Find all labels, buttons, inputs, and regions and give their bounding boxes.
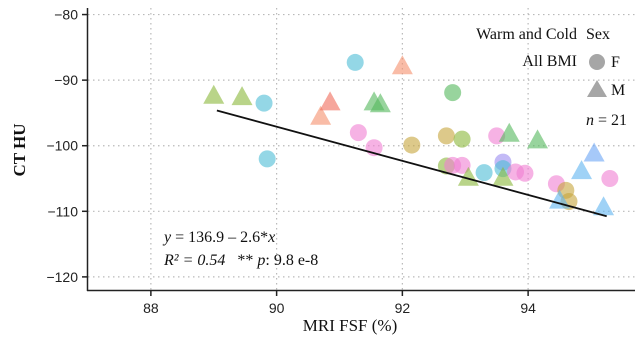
- data-points: [203, 53, 619, 216]
- n-var: n: [586, 112, 594, 129]
- point-male: [319, 91, 341, 111]
- point-female: [601, 170, 619, 188]
- x-tick-label: 92: [395, 300, 411, 316]
- regression-equation: y = 136.9 – 2.6*x: [162, 229, 275, 246]
- point-male: [203, 84, 225, 104]
- point-male: [369, 93, 391, 113]
- y-axis-label: CT HU: [10, 123, 29, 176]
- legend-triangle-marker: [587, 80, 607, 97]
- point-female: [453, 156, 471, 174]
- point-female: [475, 164, 493, 182]
- eq-rest: = 136.9 – 2.6*: [171, 229, 268, 246]
- r2-text: R² = 0.54: [163, 252, 225, 269]
- point-male: [571, 160, 593, 180]
- ticks: 88 90 92 94 −80 −90 −100 −110 −120: [46, 7, 536, 316]
- point-male: [310, 105, 332, 125]
- legend-circle-marker: [589, 54, 605, 70]
- eq-var-x: x: [267, 229, 275, 246]
- y-tick-label: −80: [54, 7, 78, 23]
- point-female: [437, 127, 455, 145]
- legend-label-m: M: [611, 82, 625, 99]
- n-annotation: n = 21: [586, 112, 627, 129]
- x-tick-label: 94: [520, 300, 536, 316]
- regression-line: [216, 109, 607, 218]
- group-label-line1: Warm and Cold: [476, 26, 577, 43]
- point-female: [453, 130, 471, 148]
- n-value: = 21: [594, 112, 627, 129]
- point-male: [498, 122, 520, 142]
- point-female: [403, 136, 421, 154]
- point-female: [349, 124, 367, 142]
- x-tick-label: 90: [269, 300, 285, 316]
- point-female: [255, 94, 273, 112]
- y-tick-label: −90: [54, 72, 78, 88]
- r2-p-annotation: R² = 0.54 ** p: 9.8 e-8: [163, 252, 318, 269]
- point-female: [346, 53, 364, 71]
- point-male: [527, 129, 549, 149]
- point-male: [492, 166, 514, 186]
- point-female: [444, 84, 462, 102]
- legend-title: Sex: [586, 26, 610, 43]
- p-stars: **: [225, 252, 257, 269]
- axes: [86, 8, 635, 292]
- group-label-line2: All BMI: [522, 53, 577, 70]
- p-var: p: [256, 252, 265, 269]
- y-tick-label: −100: [46, 138, 78, 154]
- p-rest: : 9.8 e-8: [265, 252, 318, 269]
- y-tick-label: −120: [46, 269, 78, 285]
- point-male: [593, 196, 615, 216]
- point-male: [391, 55, 413, 75]
- x-axis-label: MRI FSF (%): [303, 316, 397, 335]
- y-tick-label: −110: [48, 203, 79, 219]
- x-tick-label: 88: [143, 300, 159, 316]
- point-male: [231, 86, 253, 106]
- point-female: [516, 164, 534, 182]
- legend-label-f: F: [611, 54, 620, 71]
- point-female: [258, 150, 276, 168]
- eq-var-y: y: [162, 229, 172, 246]
- point-male: [583, 142, 605, 162]
